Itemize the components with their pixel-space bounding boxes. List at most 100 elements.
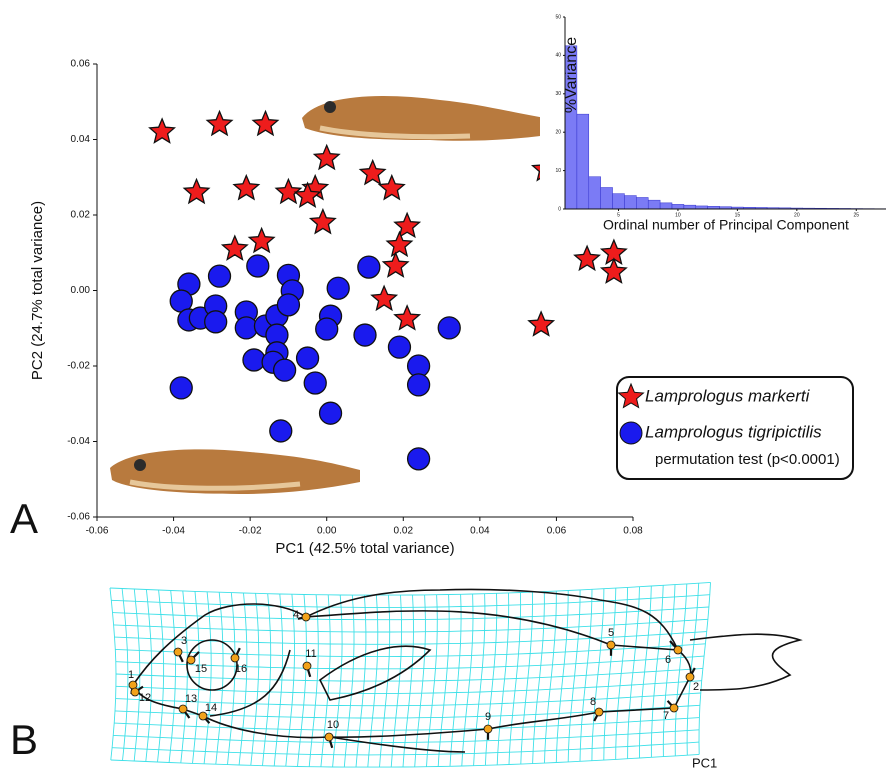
grid-line — [115, 680, 702, 694]
fish-photo — [110, 449, 360, 494]
point — [293, 181, 322, 208]
y-tick-label: 0.02 — [71, 210, 91, 221]
y-tick-label: 20 — [555, 130, 561, 136]
legend-label: Lamprologus markerti — [645, 386, 811, 405]
grid-line — [238, 592, 248, 766]
grid-line — [168, 590, 176, 763]
point — [220, 234, 249, 261]
point — [295, 346, 320, 370]
bar — [647, 199, 661, 210]
y-tick-label: 30 — [555, 91, 561, 97]
bar — [600, 187, 613, 210]
landmark — [198, 711, 208, 721]
landmark — [324, 732, 334, 742]
landmark-label: 3 — [181, 635, 187, 647]
point — [318, 401, 343, 425]
grid-line — [615, 587, 629, 760]
fish-photo — [302, 95, 548, 141]
x-axis-label: PC1 (42.5% total variance) — [275, 540, 454, 557]
grid-line — [650, 585, 664, 758]
landmark — [685, 672, 695, 682]
grid-line — [250, 593, 260, 766]
point — [406, 447, 431, 471]
grid-line — [343, 595, 355, 768]
landmark-label: 16 — [235, 663, 247, 675]
legend-swatch — [617, 382, 645, 409]
landmark — [673, 645, 683, 655]
legend-label: Lamprologus tigripictilis — [645, 422, 822, 441]
y-tick-label: 40 — [555, 53, 561, 59]
x-tick-label: -0.04 — [162, 526, 185, 537]
landmark-label: 1 — [128, 669, 134, 681]
grid-line — [215, 592, 224, 765]
point — [232, 173, 261, 201]
point — [182, 177, 211, 205]
landmark-label: 10 — [327, 719, 339, 731]
grid-line — [508, 592, 522, 765]
y-tick-label: 0.00 — [71, 285, 91, 296]
point — [205, 109, 234, 137]
x-tick-label: -0.06 — [86, 526, 109, 537]
grid-line — [698, 582, 711, 755]
grid-line — [426, 594, 438, 767]
x-tick-label: 0.00 — [317, 526, 337, 537]
grid-line — [567, 589, 581, 762]
bar — [576, 113, 590, 210]
grid-line — [579, 589, 593, 762]
x-tick-label: 10 — [675, 212, 681, 218]
point — [406, 373, 431, 397]
grid-line — [496, 592, 510, 765]
x-tick-label: 20 — [794, 212, 800, 218]
x-tick-label: 0.02 — [394, 526, 414, 537]
point — [308, 207, 337, 235]
landmark — [173, 647, 183, 657]
point — [246, 254, 270, 278]
grid-line — [320, 594, 331, 767]
grid-line — [449, 594, 462, 767]
landmark-label: 13 — [185, 693, 197, 705]
point — [326, 276, 350, 300]
bar — [636, 197, 649, 210]
point — [573, 244, 601, 272]
grid-line — [437, 594, 450, 767]
annotation: permutation test (p<0.0001) — [655, 451, 840, 468]
point — [527, 310, 556, 337]
point — [393, 304, 422, 331]
point — [599, 257, 628, 284]
grid-line — [109, 581, 711, 596]
point — [353, 323, 377, 347]
grid-line — [115, 692, 701, 707]
grid-line — [355, 595, 367, 768]
landmark-label: 15 — [195, 663, 207, 675]
grid-line — [111, 594, 710, 608]
grid-line — [591, 588, 605, 761]
point — [242, 348, 266, 372]
grid-line — [555, 590, 569, 763]
landmark — [302, 661, 312, 671]
point — [312, 143, 341, 171]
point — [303, 371, 327, 395]
point — [358, 158, 387, 186]
bar — [612, 193, 625, 210]
grid-line — [262, 593, 272, 766]
grid-line — [627, 586, 640, 759]
grid-line — [273, 593, 284, 767]
landmark — [186, 655, 196, 665]
landmark — [594, 707, 604, 717]
bar — [671, 204, 685, 210]
y-tick-label: 0 — [558, 206, 561, 212]
grid-line — [473, 593, 486, 766]
landmark-label: 4 — [293, 609, 299, 621]
point — [274, 177, 303, 205]
x-tick-label: 0.06 — [547, 526, 567, 537]
grid-line — [112, 741, 700, 756]
bar — [588, 176, 601, 210]
y-tick-label: -0.02 — [67, 361, 90, 372]
grid-line — [203, 591, 212, 764]
landmark — [606, 640, 616, 650]
landmark-label: 2 — [693, 681, 699, 693]
legend-box — [616, 376, 854, 480]
point — [148, 117, 176, 144]
